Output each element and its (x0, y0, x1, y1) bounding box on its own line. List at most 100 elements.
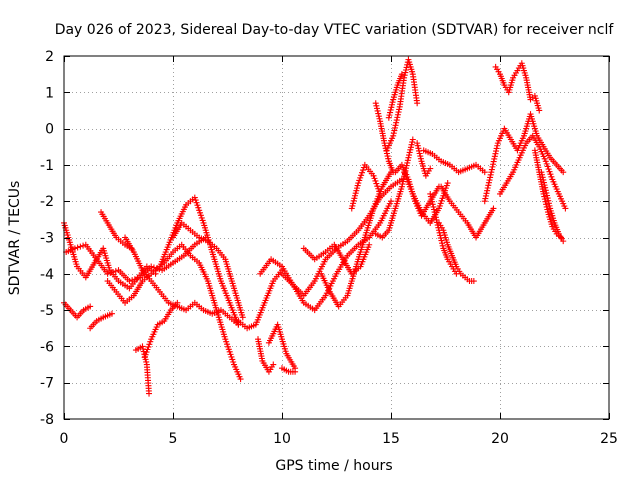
data-point (390, 130, 397, 137)
data-point (143, 358, 150, 365)
data-point (383, 147, 390, 154)
data-series (87, 310, 115, 332)
data-point (542, 198, 549, 205)
data-point (359, 169, 366, 176)
data-series (492, 60, 543, 114)
data-point (372, 100, 379, 107)
data-point (433, 216, 440, 223)
data-point (374, 107, 381, 114)
data-point (372, 177, 379, 184)
data-point (292, 368, 299, 375)
data-point (414, 100, 421, 107)
data-point (129, 277, 136, 284)
data-point (540, 179, 547, 186)
data-point (540, 176, 547, 183)
data-point (417, 153, 424, 160)
data-point (544, 195, 551, 202)
data-point (389, 99, 396, 106)
data-point (385, 155, 392, 162)
y-tick-label: -1 (40, 158, 54, 174)
data-series (385, 71, 405, 121)
data-point (146, 390, 153, 397)
y-tick-label: -8 (40, 412, 54, 428)
data-point (562, 205, 569, 212)
data-point (484, 187, 491, 194)
data-series (170, 219, 246, 321)
data-point (444, 180, 451, 187)
data-series (132, 343, 153, 397)
data-point (80, 242, 87, 249)
data-point (541, 196, 548, 203)
data-point (427, 193, 434, 200)
data-point (409, 136, 416, 143)
data-point (427, 165, 434, 172)
data-point (493, 148, 500, 155)
data-point (392, 122, 399, 129)
data-point (404, 159, 411, 166)
data-point (415, 145, 422, 152)
data-point (384, 153, 391, 160)
data-series (420, 147, 488, 176)
data-point (405, 154, 412, 161)
data-point (538, 169, 545, 176)
data-point (174, 299, 181, 306)
data-point (543, 160, 550, 167)
data-point (484, 185, 491, 191)
data-point (544, 206, 551, 213)
data-point (544, 163, 551, 170)
data-point (542, 184, 549, 191)
data-point (104, 270, 111, 277)
data-point (398, 71, 405, 78)
data-point (373, 105, 380, 112)
data-point (545, 166, 552, 173)
data-points (61, 56, 569, 397)
data-point (486, 177, 493, 184)
y-tick-label: -7 (40, 376, 54, 392)
data-series (279, 365, 299, 375)
data-point (270, 361, 277, 368)
x-tick-label: 25 (600, 431, 618, 447)
data-series (279, 198, 394, 314)
y-tick-label: 1 (45, 85, 54, 101)
data-point (558, 234, 565, 241)
data-point (399, 181, 406, 188)
data-point (143, 349, 150, 356)
y-tick-label: -5 (40, 303, 54, 319)
y-tick-label: 0 (45, 122, 54, 138)
data-point (545, 197, 552, 204)
data-point (414, 140, 421, 147)
data-point (376, 115, 383, 122)
data-point (393, 117, 400, 124)
data-point (560, 238, 567, 245)
x-tick-label: 20 (491, 431, 509, 447)
data-point (145, 343, 152, 350)
data-point (482, 195, 489, 202)
data-point (489, 163, 496, 170)
x-axis-title: GPS time / hours (275, 458, 392, 474)
data-point (386, 112, 393, 119)
data-point (401, 72, 408, 79)
data-point (139, 343, 146, 350)
data-point (408, 141, 415, 148)
data-point (403, 162, 410, 169)
data-point (390, 132, 397, 139)
data-point (487, 174, 494, 181)
data-point (370, 172, 377, 179)
data-point (428, 196, 435, 203)
data-point (487, 171, 494, 178)
data-point (430, 203, 437, 210)
data-point (429, 198, 436, 205)
data-series (438, 183, 497, 241)
data-point (406, 149, 413, 156)
data-point (490, 205, 497, 212)
data-point (417, 155, 424, 162)
data-series (414, 140, 434, 179)
data-point (482, 192, 489, 199)
y-tick-label: -3 (40, 231, 54, 247)
data-point (87, 303, 94, 310)
data-point (485, 179, 492, 186)
data-point (394, 111, 401, 118)
data-point (377, 190, 384, 197)
data-point (490, 161, 497, 168)
